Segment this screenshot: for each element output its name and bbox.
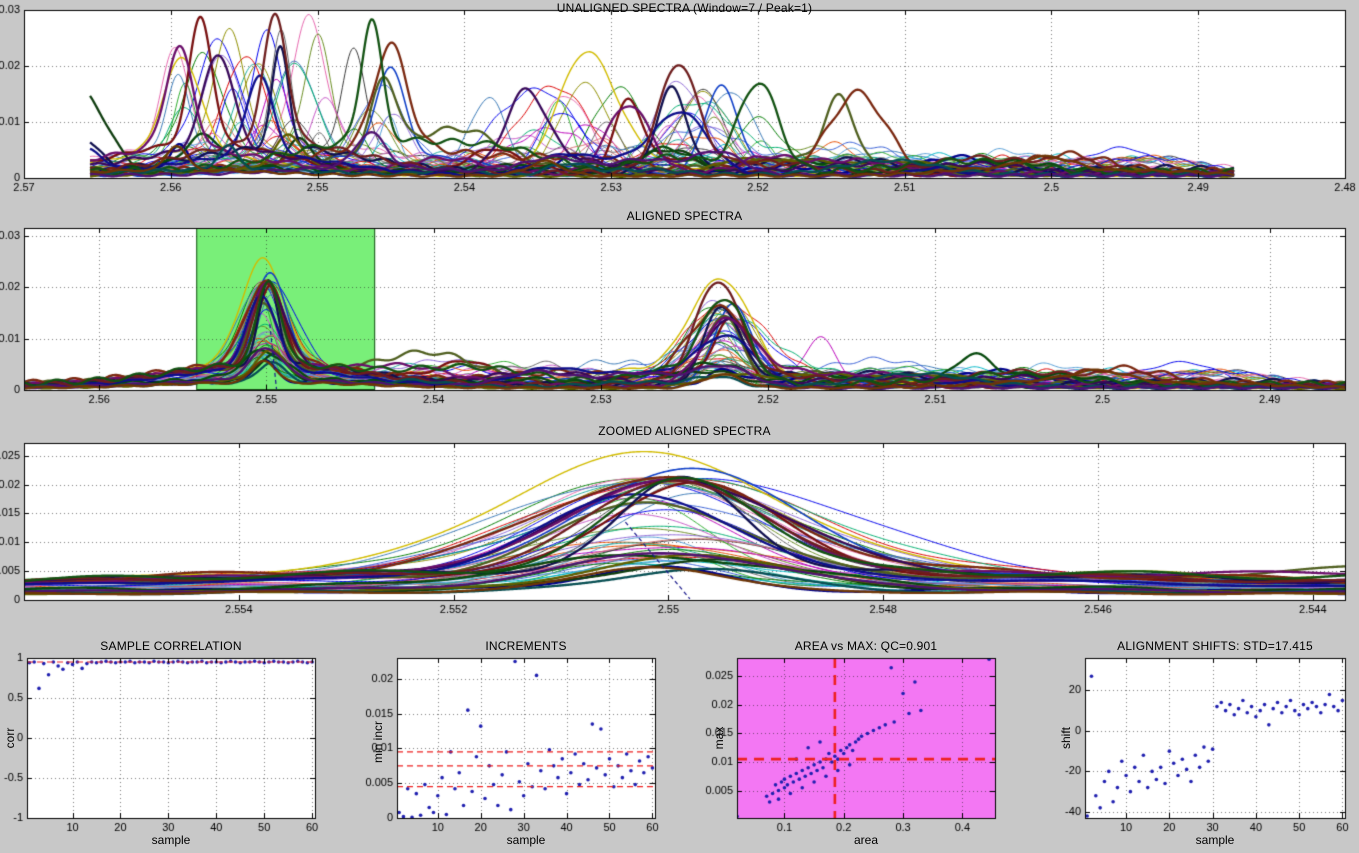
area-xlabel: area: [853, 833, 879, 847]
unaligned-spectra-title: UNALIGNED SPECTRA (Window=7 / Peak=1): [556, 1, 813, 15]
shifts-ylabel: shift: [1059, 726, 1073, 750]
zoomed-aligned-spectra-canvas: [0, 420, 1359, 623]
sample-correlation-canvas: [0, 635, 360, 850]
increments-canvas: [360, 635, 690, 850]
sample-correlation-title: SAMPLE CORRELATION: [100, 639, 242, 653]
aligned-spectra-canvas: [0, 205, 1359, 408]
shifts-xlabel: sample: [1195, 833, 1235, 847]
correlation-xlabel: sample: [151, 833, 191, 847]
increments-ylabel: min incr: [371, 720, 385, 764]
correlation-ylabel: corr: [3, 727, 17, 749]
alignment-shifts-canvas: [1030, 635, 1359, 850]
zoomed-spectra-title: ZOOMED ALIGNED SPECTRA: [598, 424, 771, 438]
area-vs-max-title: AREA vs MAX: QC=0.901: [794, 639, 938, 653]
increments-xlabel: sample: [506, 833, 546, 847]
area-vs-max-canvas: [690, 635, 1030, 850]
aligned-spectra-title: ALIGNED SPECTRA: [626, 209, 743, 223]
area-ylabel: max: [712, 726, 726, 750]
increments-title: INCREMENTS: [485, 639, 567, 653]
unaligned-spectra-canvas: [0, 0, 1359, 203]
alignment-shifts-title: ALIGNMENT SHIFTS: STD=17.415: [1117, 639, 1313, 653]
